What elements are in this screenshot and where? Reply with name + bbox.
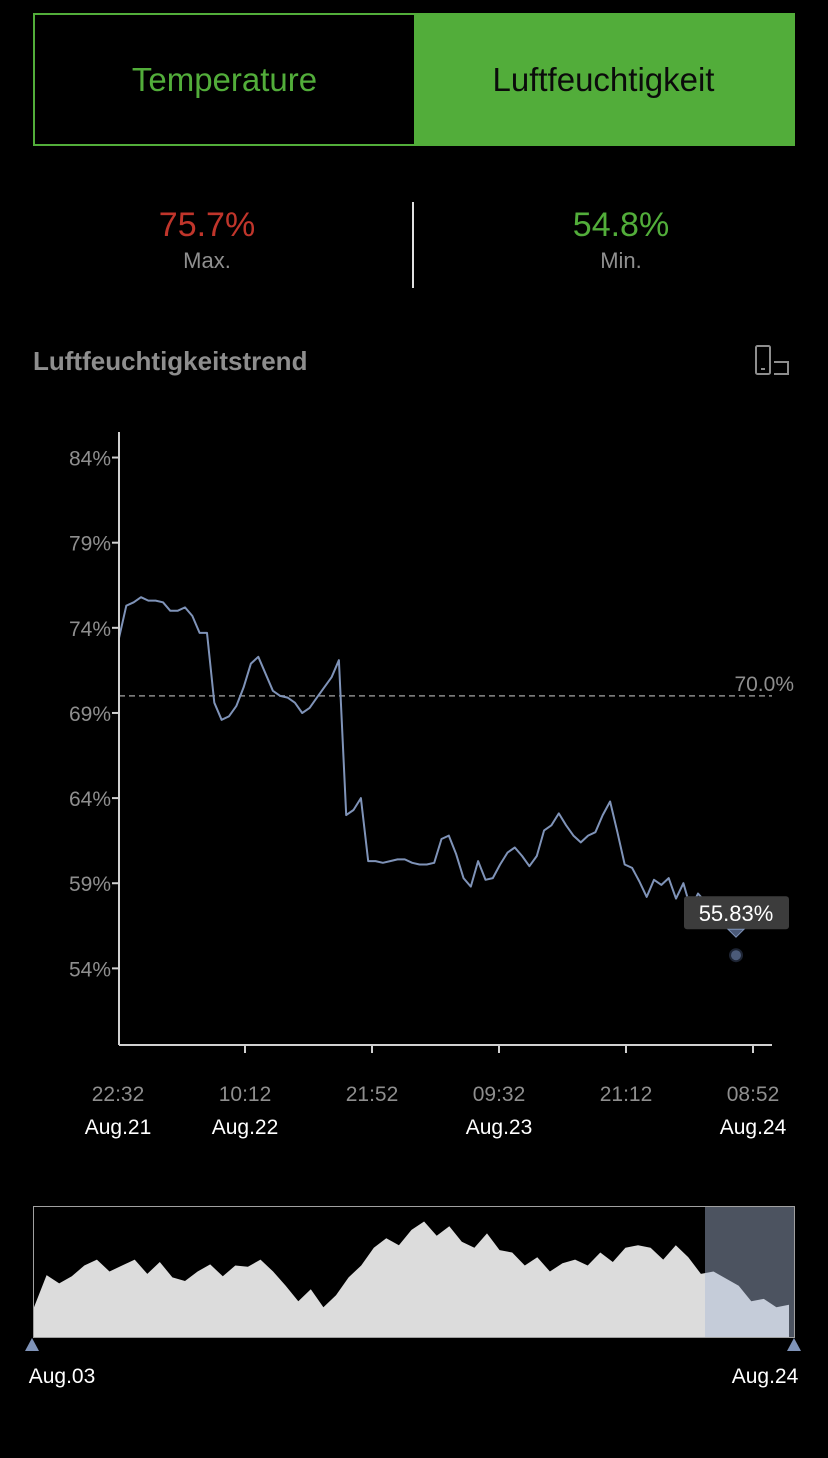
x-tick-time: 21:12 [600,1083,653,1106]
min-value: 54.8% [572,206,670,244]
y-tick-label: 69% [69,703,111,726]
brush-frame [33,1206,795,1338]
brush-handle-end[interactable] [787,1338,801,1351]
x-tick-date: Aug.24 [720,1116,787,1139]
y-tick-label: 59% [69,873,111,896]
series-line [118,596,743,927]
y-tick-label: 79% [69,533,111,556]
range-brush[interactable]: Aug.03 Aug.24 [0,1195,828,1395]
x-tick-time: 22:32 [92,1083,145,1106]
min-stat: 54.8% Min. [471,200,771,272]
x-tick-date: Aug.21 [85,1116,152,1139]
brush-handle-start[interactable] [25,1338,39,1351]
stats-divider [412,202,414,288]
max-stat: 75.7% Max. [57,200,357,272]
x-tick-time: 21:52 [346,1083,399,1106]
threshold-label: 70.0% [734,673,794,696]
section-title: Luftfeuchtigkeitstrend [33,346,308,376]
x-tick-date: Aug.22 [212,1116,279,1139]
x-tick-time: 08:52 [727,1083,780,1106]
y-tick-label: 74% [69,618,111,641]
brush-end-label: Aug.24 [732,1365,799,1388]
metric-tabs: Temperature Luftfeuchtigkeit [33,13,795,146]
overview-area [34,1221,789,1337]
value-tooltip: 55.83% [684,896,789,963]
brush-selection[interactable] [705,1206,794,1337]
tab-humidity[interactable]: Luftfeuchtigkeit [414,15,793,144]
max-value: 75.7% [158,206,256,244]
tooltip-background [684,896,789,930]
max-label: Max. [183,248,231,273]
x-tick-time: 10:12 [219,1083,272,1106]
humidity-trend-chart[interactable]: 70.0% 84% 79% 74% 69% 64% 59% 54% 22:32 Aug.21 10… [0,420,828,1150]
y-tick-label: 84% [69,448,111,471]
tooltip-value: 55.83% [699,901,774,926]
tab-temperature[interactable]: Temperature [35,15,414,144]
tooltip-marker [726,928,746,938]
y-tick-label: 64% [69,788,111,811]
x-tick-time: 09:32 [473,1083,526,1106]
y-tick-label: 54% [69,958,111,981]
brush-start-label: Aug.03 [29,1365,96,1388]
stats-panel: 75.7% Max. 54.8% Min. [0,200,828,290]
x-tick-date: Aug.23 [466,1116,533,1139]
min-label: Min. [600,248,642,273]
rotate-screen-icon[interactable] [752,344,792,378]
hover-point [729,948,743,963]
